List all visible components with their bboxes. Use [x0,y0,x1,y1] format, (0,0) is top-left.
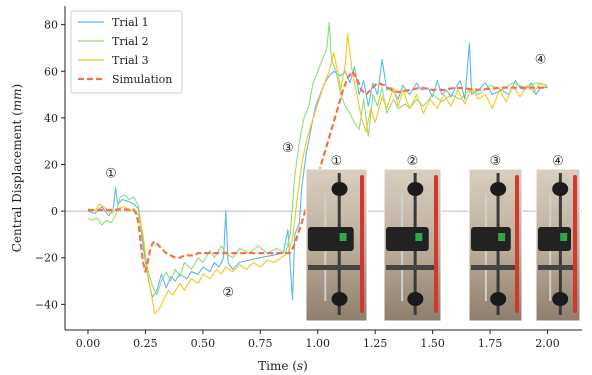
x-tick-label: 1.50 [420,337,445,350]
phase-annotation: ③ [282,141,294,156]
y-axis-ticks: −40 −20 0 20 40 60 80 [35,19,65,311]
inset-photo [383,168,442,322]
x-tick-label: 0.00 [76,337,101,350]
legend-entry: Trial 2 [78,35,149,48]
inset-photo-label: ④ [552,154,564,169]
inset-photo [305,168,368,322]
inset-photo [468,168,523,322]
y-tick-label: 60 [44,65,58,78]
legend-label: Simulation [112,73,172,86]
y-tick-label: 40 [44,112,58,125]
phase-annotation: ② [222,285,234,300]
legend-frame [70,10,183,94]
inset-photo-label: ③ [490,154,502,169]
inset-photo-label: ② [407,154,419,169]
x-tick-label: 2.00 [535,337,560,350]
y-tick-label: 80 [44,19,58,32]
x-tick-label: 0.25 [133,337,158,350]
legend-entry: Simulation [78,73,172,86]
x-tick-label: 0.75 [248,337,273,350]
series-layer [87,21,548,315]
y-tick-label: −40 [35,298,58,311]
y-tick-label: 20 [44,159,58,172]
series-line-trial-1 [87,42,548,301]
y-tick-label: −20 [35,252,58,265]
y-axis-label: Central Displacement (mm) [10,84,24,252]
x-tick-label: 0.50 [191,337,216,350]
annotation-layer: ① ② ③ ④ [105,52,546,300]
legend-label: Trial 2 [112,35,149,48]
legend-label: Trial 3 [112,54,149,67]
series-line-simulation [88,70,548,273]
x-tick-label: 1.75 [478,337,503,350]
series-line-trial-3 [87,33,548,315]
legend-entry: Trial 1 [78,16,149,29]
legend-label: Trial 1 [112,16,149,29]
legend: Trial 1 Trial 2 Trial 3 Simulation [70,10,183,94]
x-tick-label: 1.25 [363,337,388,350]
phase-annotation: ④ [535,52,547,67]
inset-photo-label: ① [331,154,343,169]
x-axis-label: Time (s) [258,359,308,373]
legend-entry: Trial 3 [78,54,149,67]
x-axis-ticks: 0.00 0.25 0.50 0.75 1.00 1.25 1.50 1.75 2.00 [76,330,560,350]
phase-annotation: ① [105,166,117,181]
inset-photo-strip: ① ② ③ ④ [305,154,581,322]
inset-photo [535,168,581,322]
y-tick-label: 0 [51,205,58,218]
x-tick-label: 1.00 [306,337,331,350]
